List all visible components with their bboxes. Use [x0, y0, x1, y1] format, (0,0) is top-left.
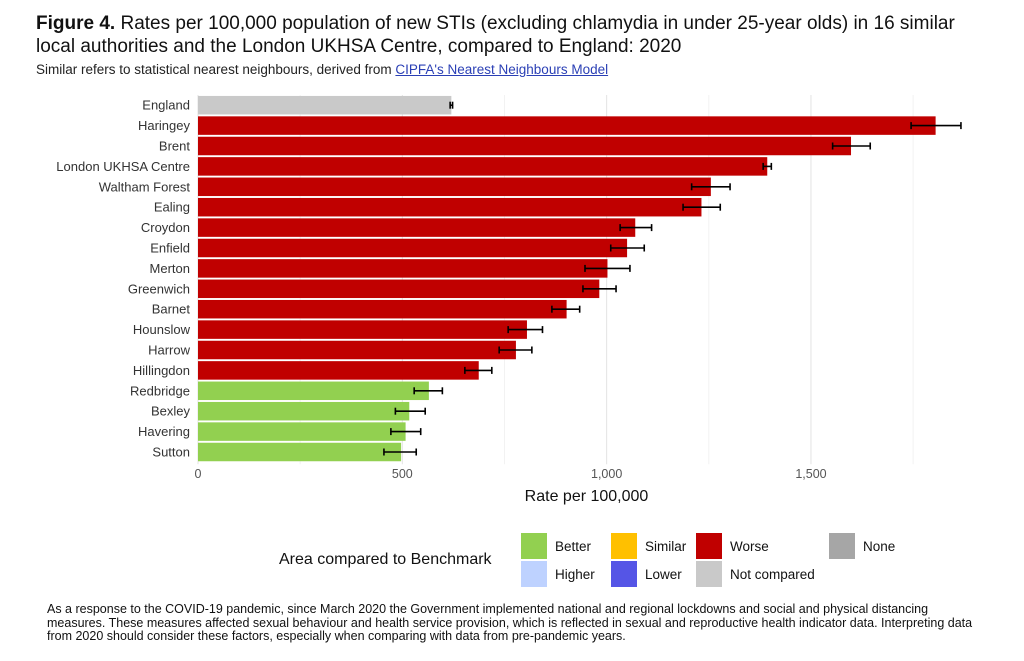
- bar: [198, 442, 402, 462]
- cipfa-link[interactable]: CIPFA's Nearest Neighbours Model: [395, 62, 609, 77]
- category-label: Haringey: [138, 118, 191, 133]
- category-label: Sutton: [152, 445, 190, 460]
- legend-label: Higher: [555, 566, 595, 582]
- bar: [198, 381, 429, 401]
- category-label: Waltham Forest: [99, 179, 191, 194]
- legend-item: Lower: [611, 561, 682, 587]
- subtitle-text: Similar refers to statistical nearest ne…: [36, 62, 392, 77]
- x-axis-label: Rate per 100,000: [525, 488, 649, 505]
- legend-swatch: [696, 533, 722, 559]
- category-label: Brent: [159, 139, 190, 154]
- bar: [198, 95, 452, 115]
- bar: [198, 361, 479, 380]
- bar: [198, 259, 608, 278]
- legend-label: None: [863, 538, 896, 554]
- chart-title: Figure 4. Rates per 100,000 population o…: [36, 12, 996, 58]
- category-label: Harrow: [148, 343, 191, 358]
- bar: [198, 136, 852, 156]
- legend-item: Better: [521, 533, 591, 559]
- x-tick-label: 1,500: [795, 467, 826, 481]
- category-label: England: [142, 98, 190, 113]
- legend-label: Worse: [730, 538, 769, 554]
- bar: [198, 340, 516, 360]
- legend-label: Lower: [645, 566, 682, 582]
- bar: [198, 279, 600, 299]
- legend-swatch: [611, 561, 637, 587]
- legend-item: Worse: [696, 533, 769, 559]
- bar: [198, 238, 628, 258]
- category-label: Merton: [150, 261, 190, 276]
- category-label: Barnet: [152, 302, 191, 317]
- category-label: Croydon: [141, 220, 190, 235]
- legend-swatch: [521, 561, 547, 587]
- bar: [198, 299, 567, 319]
- legend-item: None: [829, 533, 895, 559]
- chart-subtitle: Similar refers to statistical nearest ne…: [36, 62, 608, 77]
- legend-label: Similar: [645, 538, 687, 554]
- figure-label: Figure 4.: [36, 13, 116, 34]
- legend-item: Higher: [521, 561, 595, 587]
- legend-swatch: [829, 533, 855, 559]
- legend-item: Not compared: [696, 561, 815, 587]
- category-label: Enfield: [150, 241, 190, 256]
- legend-label: Better: [555, 538, 592, 554]
- legend-swatch: [696, 561, 722, 587]
- category-label: Havering: [138, 424, 190, 439]
- bar: [198, 116, 936, 135]
- bar: [198, 422, 406, 441]
- category-label: Bexley: [151, 404, 191, 419]
- category-label: Ealing: [154, 200, 190, 215]
- figure-title: Rates per 100,000 population of new STIs…: [36, 13, 955, 57]
- bar: [198, 401, 410, 421]
- legend-title: Area compared to Benchmark: [279, 551, 492, 568]
- legend-label: Not compared: [730, 566, 815, 582]
- category-label: Greenwich: [128, 281, 190, 296]
- x-tick-label: 500: [392, 467, 413, 481]
- legend-swatch: [521, 533, 547, 559]
- bar: [198, 218, 636, 237]
- bar: [198, 157, 768, 176]
- category-label: Hounslow: [133, 322, 191, 337]
- bar: [198, 320, 527, 339]
- bar-chart: 0 500 1,000 1,500 Rate per 100,000 England Har…: [56, 95, 962, 505]
- legend-item: Similar: [611, 533, 686, 559]
- bar: [198, 177, 711, 197]
- category-label: Redbridge: [130, 383, 190, 398]
- footnote: As a response to the COVID-19 pandemic, …: [47, 602, 973, 643]
- category-label: Hillingdon: [133, 363, 190, 378]
- bar: [198, 197, 702, 217]
- x-tick-label: 0: [195, 467, 202, 481]
- x-tick-label: 1,000: [591, 467, 622, 481]
- category-label: London UKHSA Centre: [56, 159, 190, 174]
- legend-swatch: [611, 533, 637, 559]
